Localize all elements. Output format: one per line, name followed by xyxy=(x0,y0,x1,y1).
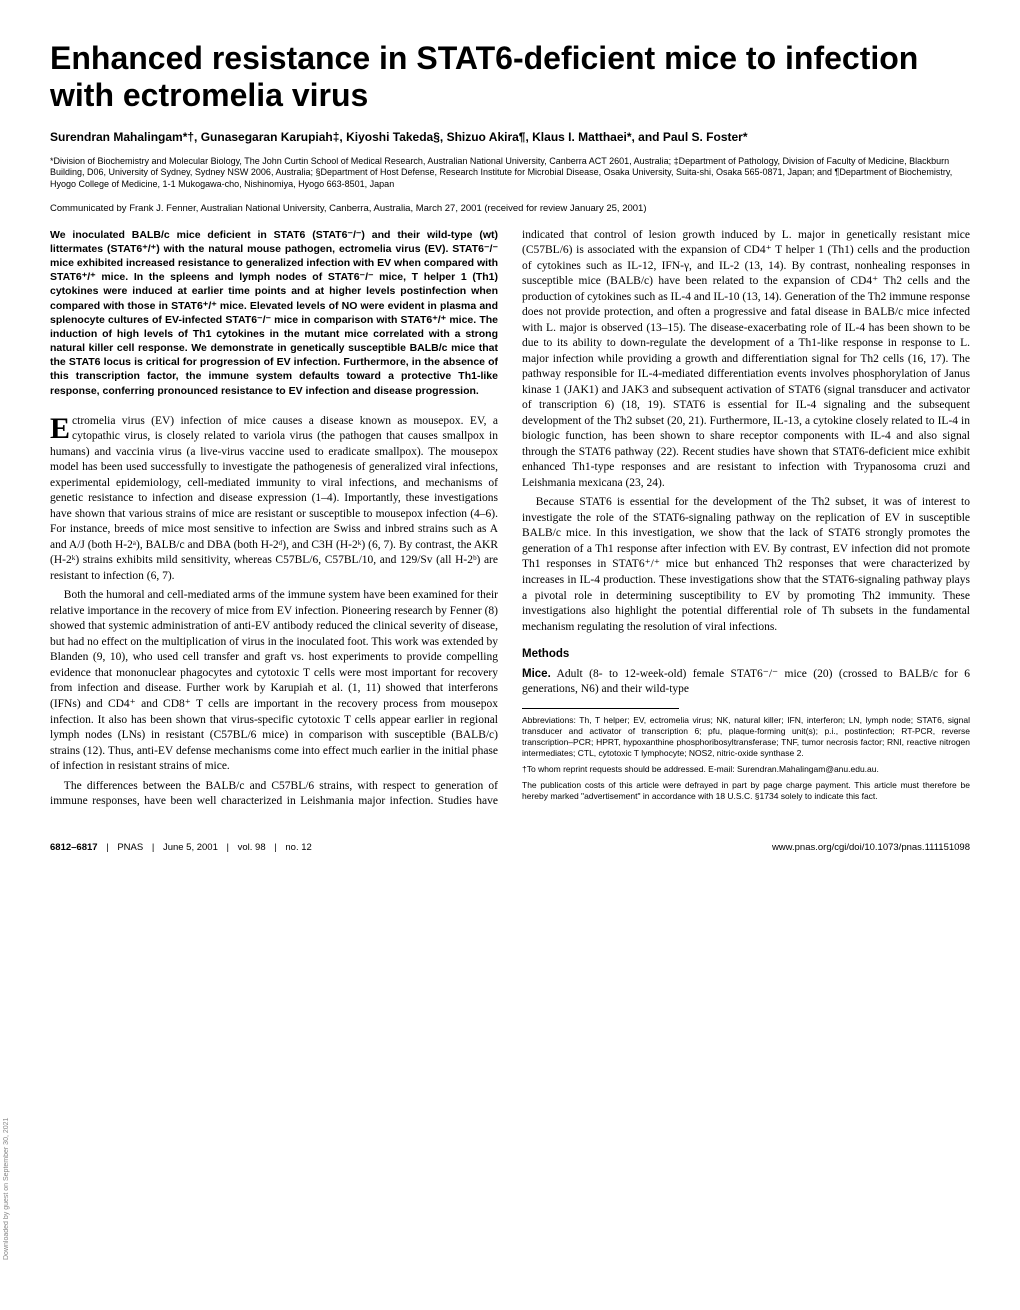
footer-left: 6812–6817 | PNAS | June 5, 2001 | vol. 9… xyxy=(50,842,312,853)
footnotes: Abbreviations: Th, T helper; EV, ectrome… xyxy=(522,715,970,802)
footer-sep-icon: | xyxy=(106,842,108,853)
footer-sep-icon: | xyxy=(152,842,154,853)
abstract: We inoculated BALB/c mice deficient in S… xyxy=(50,228,498,398)
mice-text: Adult (8- to 12-week-old) female STAT6⁻/… xyxy=(522,668,970,696)
publication-cost-footnote: The publication costs of this article we… xyxy=(522,780,970,802)
mice-subheading: Mice. xyxy=(522,668,551,680)
footer-journal: PNAS xyxy=(117,842,143,853)
communicated-by: Communicated by Frank J. Fenner, Austral… xyxy=(50,203,970,214)
footer-date: June 5, 2001 xyxy=(163,842,218,853)
footer-issue: no. 12 xyxy=(285,842,311,853)
footer-volume: vol. 98 xyxy=(238,842,266,853)
footer-sep-icon: | xyxy=(227,842,229,853)
dropcap: E xyxy=(50,414,72,442)
footnote-rule xyxy=(522,708,679,709)
download-watermark: Downloaded by guest on September 30, 202… xyxy=(3,1118,10,1260)
intro-para-4: Because STAT6 is essential for the devel… xyxy=(522,495,970,635)
footer-sep-icon: | xyxy=(274,842,276,853)
intro-para-2: Both the humoral and cell-mediated arms … xyxy=(50,588,498,774)
methods-mice-para: Mice. Adult (8- to 12-week-old) female S… xyxy=(522,667,970,698)
correspondence-footnote: †To whom reprint requests should be addr… xyxy=(522,764,970,775)
article-title: Enhanced resistance in STAT6-deficient m… xyxy=(50,40,970,114)
affiliations: *Division of Biochemistry and Molecular … xyxy=(50,156,970,191)
authors: Surendran Mahalingam*†, Gunasegaran Karu… xyxy=(50,130,970,144)
para-text: ctromelia virus (EV) infection of mice c… xyxy=(50,415,498,582)
abbreviations-footnote: Abbreviations: Th, T helper; EV, ectrome… xyxy=(522,715,970,759)
methods-heading: Methods xyxy=(522,647,970,663)
page-footer: 6812–6817 | PNAS | June 5, 2001 | vol. 9… xyxy=(50,834,970,853)
intro-para-1: Ectromelia virus (EV) infection of mice … xyxy=(50,414,498,585)
footer-doi: www.pnas.org/cgi/doi/10.1073/pnas.111151… xyxy=(772,842,970,853)
footer-pages: 6812–6817 xyxy=(50,842,98,853)
article-body: We inoculated BALB/c mice deficient in S… xyxy=(50,228,970,810)
